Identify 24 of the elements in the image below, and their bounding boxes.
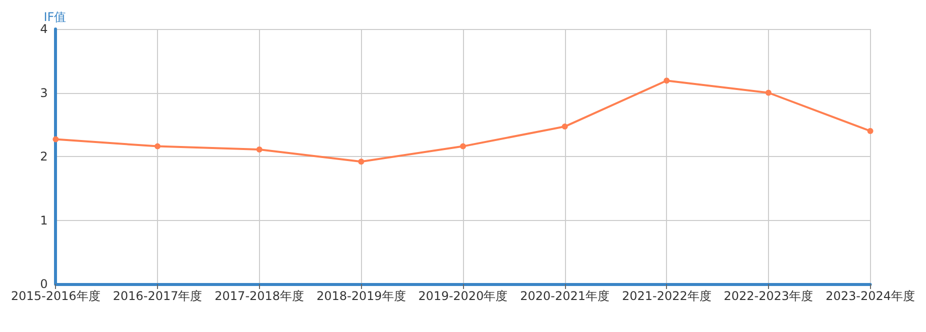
point: [765, 90, 772, 96]
y-tick-label: 4: [40, 22, 48, 36]
x-tick-label: 2023-2024年度: [826, 289, 916, 303]
x-tick-label: 2021-2022年度: [622, 289, 712, 303]
x-tick-label: 2015-2016年度: [10, 289, 100, 303]
point: [460, 143, 466, 150]
x-tick-label: 2018-2019年度: [316, 289, 406, 303]
x-tick-label: 2017-2018年度: [214, 289, 304, 303]
point: [256, 146, 262, 152]
y-tick-label: 2: [40, 150, 48, 164]
x-tick-label: 2020-2021年度: [520, 289, 610, 303]
point: [358, 158, 364, 165]
point: [664, 78, 670, 84]
y-tick-label: 0: [40, 277, 48, 291]
point: [562, 124, 568, 130]
y-axis-title: IF值: [44, 10, 66, 24]
x-tick-label: 2019-2020年度: [418, 289, 508, 303]
x-tick-label: 2016-2017年度: [112, 289, 202, 303]
y-tick-label: 1: [40, 213, 48, 228]
y-tick-label: 3: [40, 86, 48, 100]
point: [154, 143, 161, 150]
point: [867, 128, 874, 134]
point: [52, 136, 59, 142]
x-tick-label: 2022-2023年度: [724, 289, 814, 303]
